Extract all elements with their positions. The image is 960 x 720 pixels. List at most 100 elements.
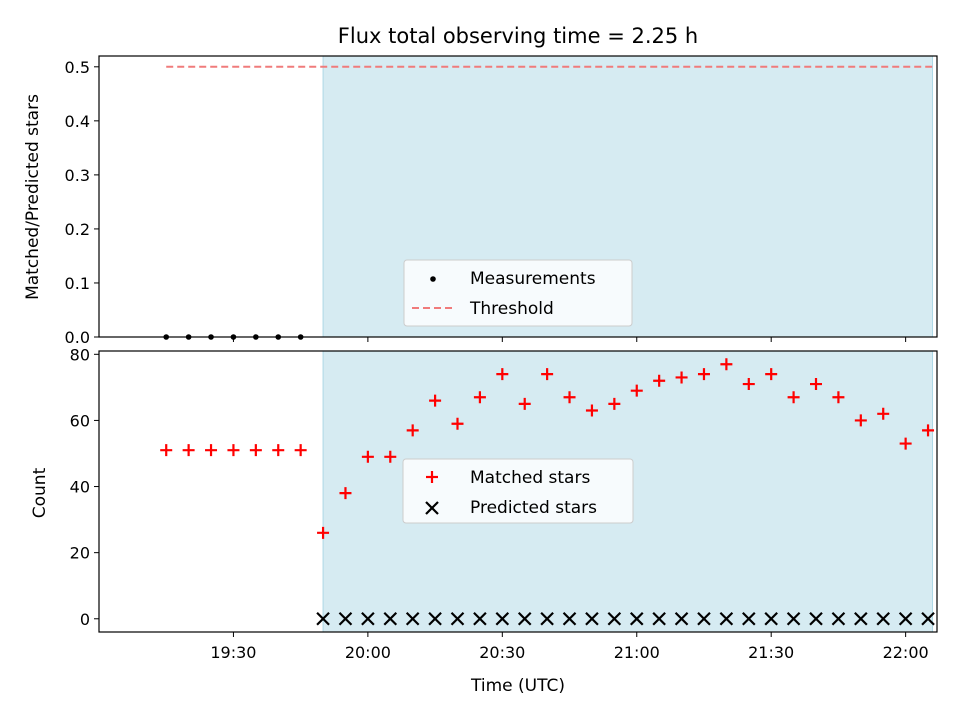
- matched-star-point: [899, 437, 912, 450]
- matched-star-point: [182, 444, 195, 457]
- bottom-x-tick-label: 22:00: [883, 643, 929, 662]
- predicted-star-point: [473, 611, 487, 626]
- bottom-legend-box: [402, 458, 634, 524]
- predicted-star-point: [607, 611, 622, 626]
- matched-star-point: [227, 444, 240, 457]
- bottom-x-tick-label: 20:00: [345, 643, 391, 662]
- chart-title: Flux total observing time = 2.25 h: [338, 24, 698, 48]
- predicted-star-point: [719, 611, 734, 626]
- predicted-star-point: [495, 611, 510, 626]
- matched-legend-label: Matched stars: [470, 468, 590, 488]
- matched-star-point: [249, 444, 262, 457]
- top-y-tick-label: 0.2: [65, 220, 90, 239]
- predicted-star-point: [517, 611, 532, 626]
- matched-star-point: [294, 444, 307, 457]
- bottom-y-tick-label: 60: [70, 411, 90, 430]
- top-y-tick-label: 0.5: [65, 58, 90, 77]
- matched-star-point: [922, 424, 935, 437]
- matched-star-point: [496, 368, 509, 381]
- top-y-tick-label: 0.0: [65, 328, 90, 347]
- matched-star-point: [361, 450, 374, 463]
- bottom-x-tick-label: 19:30: [210, 643, 256, 662]
- matched-star-point: [675, 371, 688, 384]
- matched-legend-marker: [426, 471, 438, 483]
- matched-star-point: [630, 384, 643, 397]
- matched-star-point: [384, 450, 397, 463]
- bottom-x-tick-label: 20:30: [479, 643, 525, 662]
- predicted-star-point: [562, 611, 577, 626]
- matched-star-point: [205, 444, 218, 457]
- top-y-tick-label: 0.4: [65, 112, 90, 131]
- top-legend-box: [403, 259, 633, 327]
- predicted-star-point: [854, 611, 868, 626]
- matched-star-point: [608, 397, 621, 410]
- matched-star-point: [473, 391, 486, 404]
- predicted-star-point: [764, 611, 778, 626]
- bottom-x-tick-label: 21:30: [748, 643, 794, 662]
- bottom-x-tick-label: 21:00: [614, 643, 660, 662]
- matched-star-point: [272, 444, 285, 457]
- bottom-legend: Matched stars Predicted stars: [402, 458, 634, 524]
- matched-star-point: [451, 417, 464, 430]
- matched-star-point: [832, 391, 845, 404]
- top-panel: 0.0 0.1 0.2 0.3 0.4 0.5 Matched/Predicted sta…: [23, 55, 938, 347]
- matched-star-point: [810, 378, 823, 391]
- matched-star-point: [429, 394, 442, 407]
- top-axes-frame: [98, 55, 938, 338]
- matched-star-point: [765, 368, 778, 381]
- bottom-y-tick-label: 80: [70, 345, 90, 364]
- measurements-legend-marker: [430, 276, 436, 282]
- matched-star-point: [339, 487, 352, 500]
- predicted-star-point: [674, 611, 689, 626]
- matched-star-point: [406, 424, 419, 437]
- bottom-panel: 0 20 40 60 80 19:30 20:00 20:30 21:00 21:30 22:00…: [30, 345, 938, 696]
- predicted-legend-label: Predicted stars: [470, 498, 597, 518]
- predicted-star-point: [831, 611, 846, 626]
- predicted-star-point: [450, 611, 465, 626]
- predicted-star-point: [809, 611, 823, 626]
- predicted-star-point: [383, 611, 398, 626]
- top-y-tick-label: 0.3: [65, 166, 90, 185]
- matched-star-point: [160, 444, 173, 457]
- matched-star-point: [317, 526, 330, 539]
- matched-star-point: [720, 358, 733, 371]
- predicted-star-point: [652, 611, 666, 626]
- predicted-star-point: [629, 611, 644, 626]
- predicted-star-point: [697, 611, 711, 626]
- predicted-star-point: [876, 611, 891, 626]
- bottom-y-tick-label: 40: [70, 478, 90, 497]
- predicted-star-point: [921, 611, 935, 626]
- top-legend: Measurements Threshold: [403, 259, 633, 327]
- predicted-star-point: [540, 611, 554, 626]
- predicted-star-point: [428, 611, 442, 626]
- top-y-tick-label: 0.1: [65, 274, 90, 293]
- predicted-star-point: [898, 611, 913, 626]
- bottom-y-axis-label: Count: [30, 467, 50, 518]
- matched-star-point: [541, 368, 554, 381]
- threshold-legend-label: Threshold: [469, 299, 554, 319]
- matched-star-point: [854, 414, 867, 427]
- predicted-star-point: [361, 611, 375, 626]
- matched-star-point: [585, 404, 598, 417]
- predicted-star-point: [405, 611, 420, 626]
- bottom-axes-frame: [98, 350, 938, 633]
- matched-star-point: [563, 391, 576, 404]
- top-y-axis-label: Matched/Predicted stars: [23, 94, 43, 300]
- matched-star-point: [742, 378, 755, 391]
- matched-star-point: [787, 391, 800, 404]
- matched-star-point: [653, 374, 666, 387]
- predicted-star-point: [786, 611, 801, 626]
- predicted-star-point: [742, 611, 756, 626]
- predicted-legend-marker: [425, 501, 439, 515]
- x-axis-label: Time (UTC): [470, 676, 565, 696]
- matched-star-point: [697, 368, 710, 381]
- predicted-star-point: [338, 611, 353, 626]
- predicted-star-point: [316, 611, 330, 626]
- matched-star-point: [518, 397, 531, 410]
- matched-star-point: [877, 407, 890, 420]
- measurements-legend-label: Measurements: [470, 269, 596, 289]
- bottom-y-tick-label: 20: [70, 544, 90, 563]
- predicted-star-point: [585, 611, 599, 626]
- bottom-y-tick-label: 0: [80, 610, 90, 629]
